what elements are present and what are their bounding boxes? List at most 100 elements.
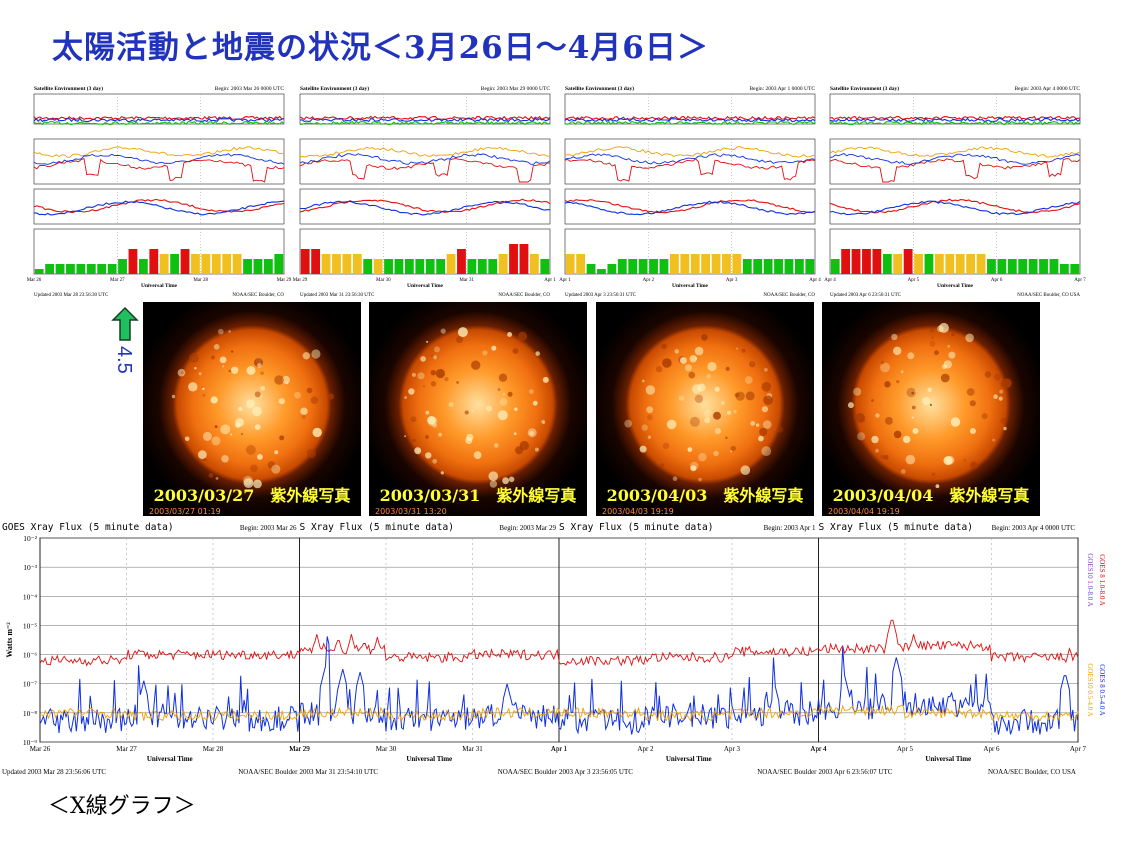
sun-active-region xyxy=(502,392,506,396)
env-x-title: Universal Time xyxy=(141,283,178,289)
kp-bar xyxy=(446,254,456,274)
sun-active-region xyxy=(645,385,656,395)
sun-active-region xyxy=(680,357,687,364)
sun-active-region xyxy=(922,397,931,405)
sun-active-region xyxy=(246,399,255,409)
xray-x-tick: Mar 29 xyxy=(289,745,310,753)
env-panel-begin: Begin: 2003 Mar 29 0000 UTC xyxy=(481,86,551,92)
kp-bar xyxy=(467,259,477,274)
kp-bar xyxy=(976,254,986,274)
xray-footer-source: NOAA/SEC Boulder xyxy=(498,768,558,776)
sun-active-region xyxy=(903,435,911,444)
sun-active-region xyxy=(685,364,692,372)
kp-bar xyxy=(669,254,679,274)
sun-active-region xyxy=(517,331,528,341)
sun-active-region xyxy=(312,427,322,438)
env-x-tick: Apr 4 xyxy=(809,278,821,283)
sun-active-region xyxy=(646,406,654,414)
sun-active-region xyxy=(211,436,221,446)
sun-active-region xyxy=(970,461,978,469)
env-x-title: Universal Time xyxy=(937,283,974,289)
sun-active-region xyxy=(931,472,935,476)
sun-active-region xyxy=(527,428,537,438)
sun-active-region xyxy=(871,435,879,444)
kp-bar xyxy=(363,259,373,274)
sun-active-region xyxy=(900,469,906,474)
sun-active-region xyxy=(950,417,961,427)
env-subplot xyxy=(564,138,816,185)
sun-active-region xyxy=(880,362,890,373)
sun-active-region xyxy=(404,435,407,438)
env-proton-line xyxy=(829,120,1081,126)
sun-active-region xyxy=(214,425,218,429)
xray-x-tick: Apr 1 xyxy=(551,745,568,753)
sun-active-region xyxy=(420,356,426,362)
sun-active-region xyxy=(259,394,262,398)
xray-x-title: Universal Time xyxy=(147,755,193,763)
sun-caption: 2003/03/27 紫外線写真 xyxy=(153,486,351,505)
sun-active-region xyxy=(713,411,721,420)
xray-x-tick: Apr 6 xyxy=(983,745,1000,753)
kp-bar xyxy=(893,254,903,274)
kp-bar xyxy=(457,249,466,274)
sun-active-region xyxy=(430,381,437,387)
xray-x-title: Universal Time xyxy=(666,755,712,763)
env-proton-line xyxy=(564,120,816,126)
env-proton-line xyxy=(33,120,285,126)
sun-active-region xyxy=(529,431,534,436)
sun-active-region xyxy=(938,322,949,333)
kp-bar xyxy=(118,259,127,274)
sun-active-region xyxy=(929,328,934,333)
xray-footer-updated: 2003 Apr 6 23:56:07 UTC xyxy=(819,768,893,776)
sun-active-region xyxy=(624,419,633,428)
kp-bar xyxy=(394,259,404,274)
env-x-tick: Apr 1 xyxy=(544,278,556,283)
xray-x-tick: Apr 3 xyxy=(724,745,741,753)
sun-active-region xyxy=(238,406,243,412)
xray-panel-begin: Begin: 2003 Apr 4 0000 UTC xyxy=(992,524,1076,532)
sun-active-region xyxy=(857,432,866,441)
sun-active-region xyxy=(240,432,244,436)
sun-active-region xyxy=(229,433,233,436)
sun-active-region xyxy=(853,387,862,396)
sun-active-region xyxy=(893,346,902,356)
sun-image-1: 2003/03/27 紫外線写真 2003/03/27 01:19 xyxy=(143,302,361,516)
sun-active-region xyxy=(713,450,719,457)
sun-active-region xyxy=(741,348,746,353)
kp-bar xyxy=(170,254,180,274)
sun-active-region xyxy=(641,424,648,431)
sun-active-region xyxy=(659,463,665,468)
env-electron-line xyxy=(564,153,816,165)
kp-bar xyxy=(509,244,518,274)
env-subplot xyxy=(564,93,816,125)
sun-active-region xyxy=(430,354,433,357)
env-x-title: Universal Time xyxy=(407,283,444,289)
sun-active-region xyxy=(762,420,772,429)
env-x-tick: Mar 29 xyxy=(277,278,292,283)
sun-active-region xyxy=(213,344,220,350)
kp-bar xyxy=(243,259,252,274)
kp-bar xyxy=(628,259,638,274)
env-electron-line xyxy=(829,146,1081,158)
sun-active-region xyxy=(412,439,416,442)
sun-active-region xyxy=(456,336,463,344)
sun-active-region xyxy=(927,387,932,392)
kp-bar xyxy=(253,259,263,274)
xray-footer-source: NOAA/SEC Boulder, CO USA xyxy=(988,768,1076,776)
sun-active-region xyxy=(310,396,319,404)
env-magnetometer-line xyxy=(564,199,816,214)
xray-y-tick: 10⁻² xyxy=(23,534,37,543)
kp-bar xyxy=(955,254,965,274)
sun-active-region xyxy=(1002,378,1012,388)
sun-active-region xyxy=(690,465,697,472)
kp-bar xyxy=(872,249,882,274)
sun-active-region xyxy=(907,352,915,360)
sun-active-region xyxy=(947,344,951,348)
kp-bar xyxy=(722,254,731,274)
kp-bar xyxy=(488,259,498,274)
xray-y-tick: 10⁻⁸ xyxy=(23,709,37,718)
xray-y-tick: 10⁻⁴ xyxy=(23,592,37,601)
xray-series-2 xyxy=(39,636,1079,735)
sun-active-region xyxy=(888,336,891,339)
sun-active-region xyxy=(898,434,901,438)
